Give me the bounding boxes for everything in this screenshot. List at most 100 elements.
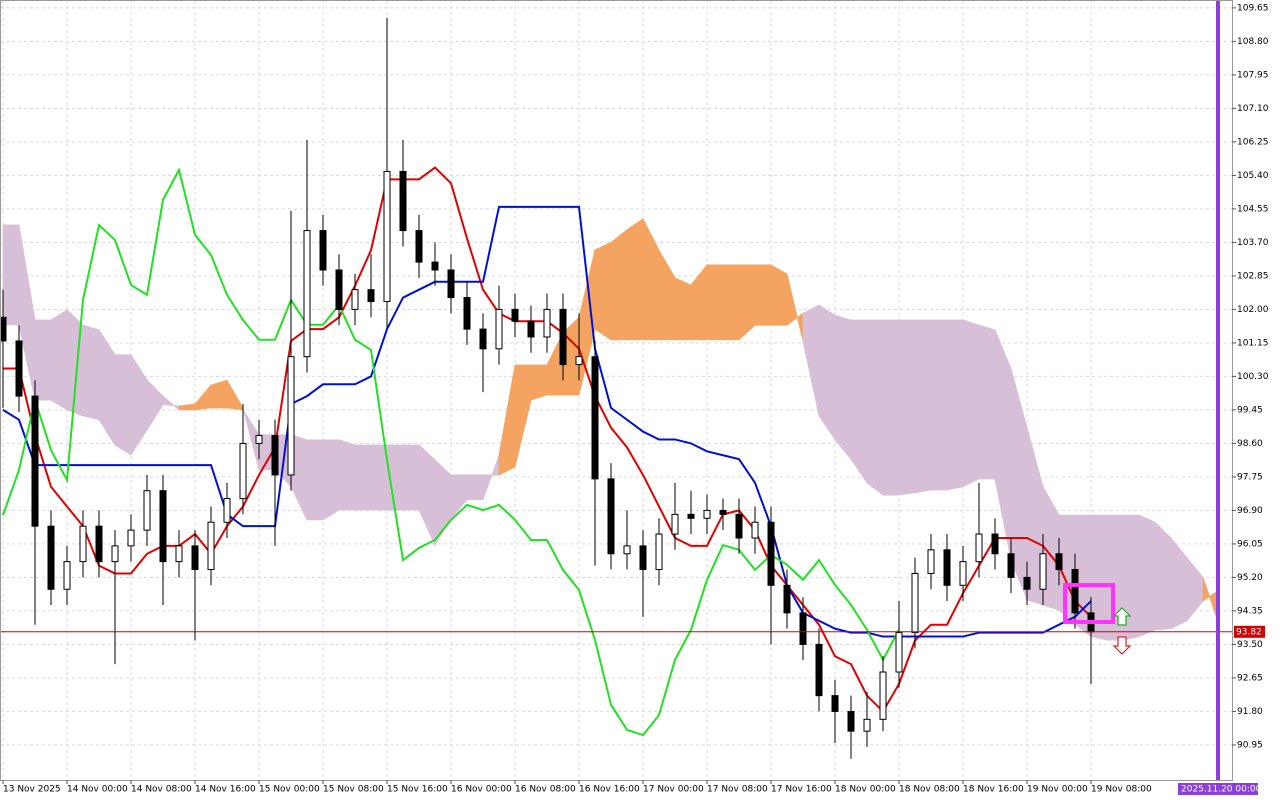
candle-body xyxy=(543,308,551,338)
y-tick-label: 100.30 xyxy=(1237,372,1269,382)
candle-body xyxy=(15,340,23,397)
cloud-segment xyxy=(306,439,324,521)
cursor-date-label: 2025.11.20 00:00 xyxy=(1181,785,1262,795)
candle-body xyxy=(687,513,695,519)
candle-body xyxy=(383,170,391,303)
candle-body xyxy=(559,308,567,366)
candle-body xyxy=(847,710,855,732)
cloud-segment xyxy=(402,444,420,511)
last-price-label: 93.82 xyxy=(1236,627,1262,637)
y-tick-label: 91.80 xyxy=(1237,707,1263,717)
x-tick-label: 16 Nov 16:00 xyxy=(579,785,640,795)
candle-body xyxy=(463,297,471,330)
candle-body xyxy=(863,718,871,732)
candle-body xyxy=(703,509,711,519)
y-tick-label: 102.00 xyxy=(1237,305,1269,315)
candle-body xyxy=(831,695,839,712)
y-tick-label: 108.80 xyxy=(1237,37,1269,47)
candle-body xyxy=(0,316,7,342)
candle-body xyxy=(47,525,55,590)
candle-body xyxy=(79,525,87,563)
cloud-segment xyxy=(210,379,228,409)
y-tick-label: 93.50 xyxy=(1237,640,1263,650)
indicator-line xyxy=(2,167,900,737)
candle-body xyxy=(767,521,775,586)
x-tick-label: 16 Nov 00:00 xyxy=(451,785,512,795)
x-tick-label: 18 Nov 08:00 xyxy=(899,785,960,795)
candle-body xyxy=(239,442,247,500)
x-tick-label: 18 Nov 00:00 xyxy=(835,785,896,795)
y-tick-label: 98.60 xyxy=(1237,439,1263,449)
y-tick-label: 96.90 xyxy=(1237,506,1263,516)
cloud-segment xyxy=(34,319,52,401)
candle-body xyxy=(255,435,263,444)
highlight-box xyxy=(1063,583,1115,624)
candle-body xyxy=(735,513,743,539)
candle-body xyxy=(975,533,983,563)
cloud-segment xyxy=(50,309,68,411)
candle-body xyxy=(1039,553,1047,590)
axes: 109.65 108.80 107.95 107.10 106.25 105.40 104.… xyxy=(2,3,1269,795)
x-tick-label: 15 Nov 00:00 xyxy=(259,785,320,795)
candle-body xyxy=(495,308,503,350)
candle-body xyxy=(1023,576,1031,590)
candle-body xyxy=(879,671,887,720)
y-tick-label: 101.15 xyxy=(1237,338,1269,348)
y-tick-label: 95.20 xyxy=(1237,573,1263,583)
y-tick-label: 105.40 xyxy=(1237,171,1269,181)
candle-body xyxy=(591,356,599,480)
candle-body xyxy=(431,261,439,271)
x-tick-label: 14 Nov 00:00 xyxy=(67,785,128,795)
up-arrow xyxy=(1112,607,1132,626)
cloud-segment xyxy=(962,319,980,488)
cursor-date-box xyxy=(1178,783,1258,795)
y-tick-label: 90.95 xyxy=(1237,740,1263,750)
x-tick-label: 16 Nov 08:00 xyxy=(515,785,576,795)
y-tick-label: 103.70 xyxy=(1237,238,1269,248)
candle-body xyxy=(1071,569,1079,614)
y-tick-label: 107.95 xyxy=(1237,70,1269,80)
x-tick-label: 13 Nov 2025 xyxy=(3,785,61,795)
candle-body xyxy=(63,561,71,590)
cloud-segment xyxy=(818,304,836,441)
x-tick-label: 14 Nov 08:00 xyxy=(131,785,192,795)
candle-body xyxy=(751,521,759,539)
y-tick-label: 94.35 xyxy=(1237,606,1263,616)
cloud-segment xyxy=(834,314,852,461)
candle-body xyxy=(31,395,39,527)
x-tick-label: 19 Nov 08:00 xyxy=(1091,785,1152,795)
cloud xyxy=(2,217,1220,641)
y-tick-label: 99.45 xyxy=(1237,405,1263,415)
candle-body xyxy=(815,643,823,697)
y-tick-label: 104.55 xyxy=(1237,204,1269,214)
candle-body xyxy=(991,533,999,555)
x-tick-label: 17 Nov 00:00 xyxy=(643,785,704,795)
y-tick-label: 107.10 xyxy=(1237,104,1269,114)
candle-body xyxy=(159,490,167,563)
indicator-line xyxy=(2,205,1092,638)
cloud-segment xyxy=(322,439,340,521)
candle-body xyxy=(95,525,103,563)
x-tick-label: 17 Nov 16:00 xyxy=(771,785,832,795)
candle-body xyxy=(655,533,663,571)
candle-body xyxy=(415,230,423,263)
cloud-segment xyxy=(370,444,388,511)
candle-body xyxy=(527,320,535,338)
last-price-box xyxy=(1234,625,1265,638)
candle-body xyxy=(623,545,631,555)
cloud-segment xyxy=(930,319,948,491)
candle-body xyxy=(607,478,615,555)
cloud-segment xyxy=(1154,521,1172,631)
candle-body xyxy=(799,612,807,645)
candle-body xyxy=(287,356,295,476)
candle-body xyxy=(303,230,311,358)
cloud-segment xyxy=(674,277,692,341)
candle-body xyxy=(207,521,215,571)
cloud-segment xyxy=(530,364,548,401)
cloud-segment xyxy=(354,444,372,511)
candle-body xyxy=(175,545,183,563)
candle-body xyxy=(719,509,727,515)
cloud-segment xyxy=(82,324,100,421)
